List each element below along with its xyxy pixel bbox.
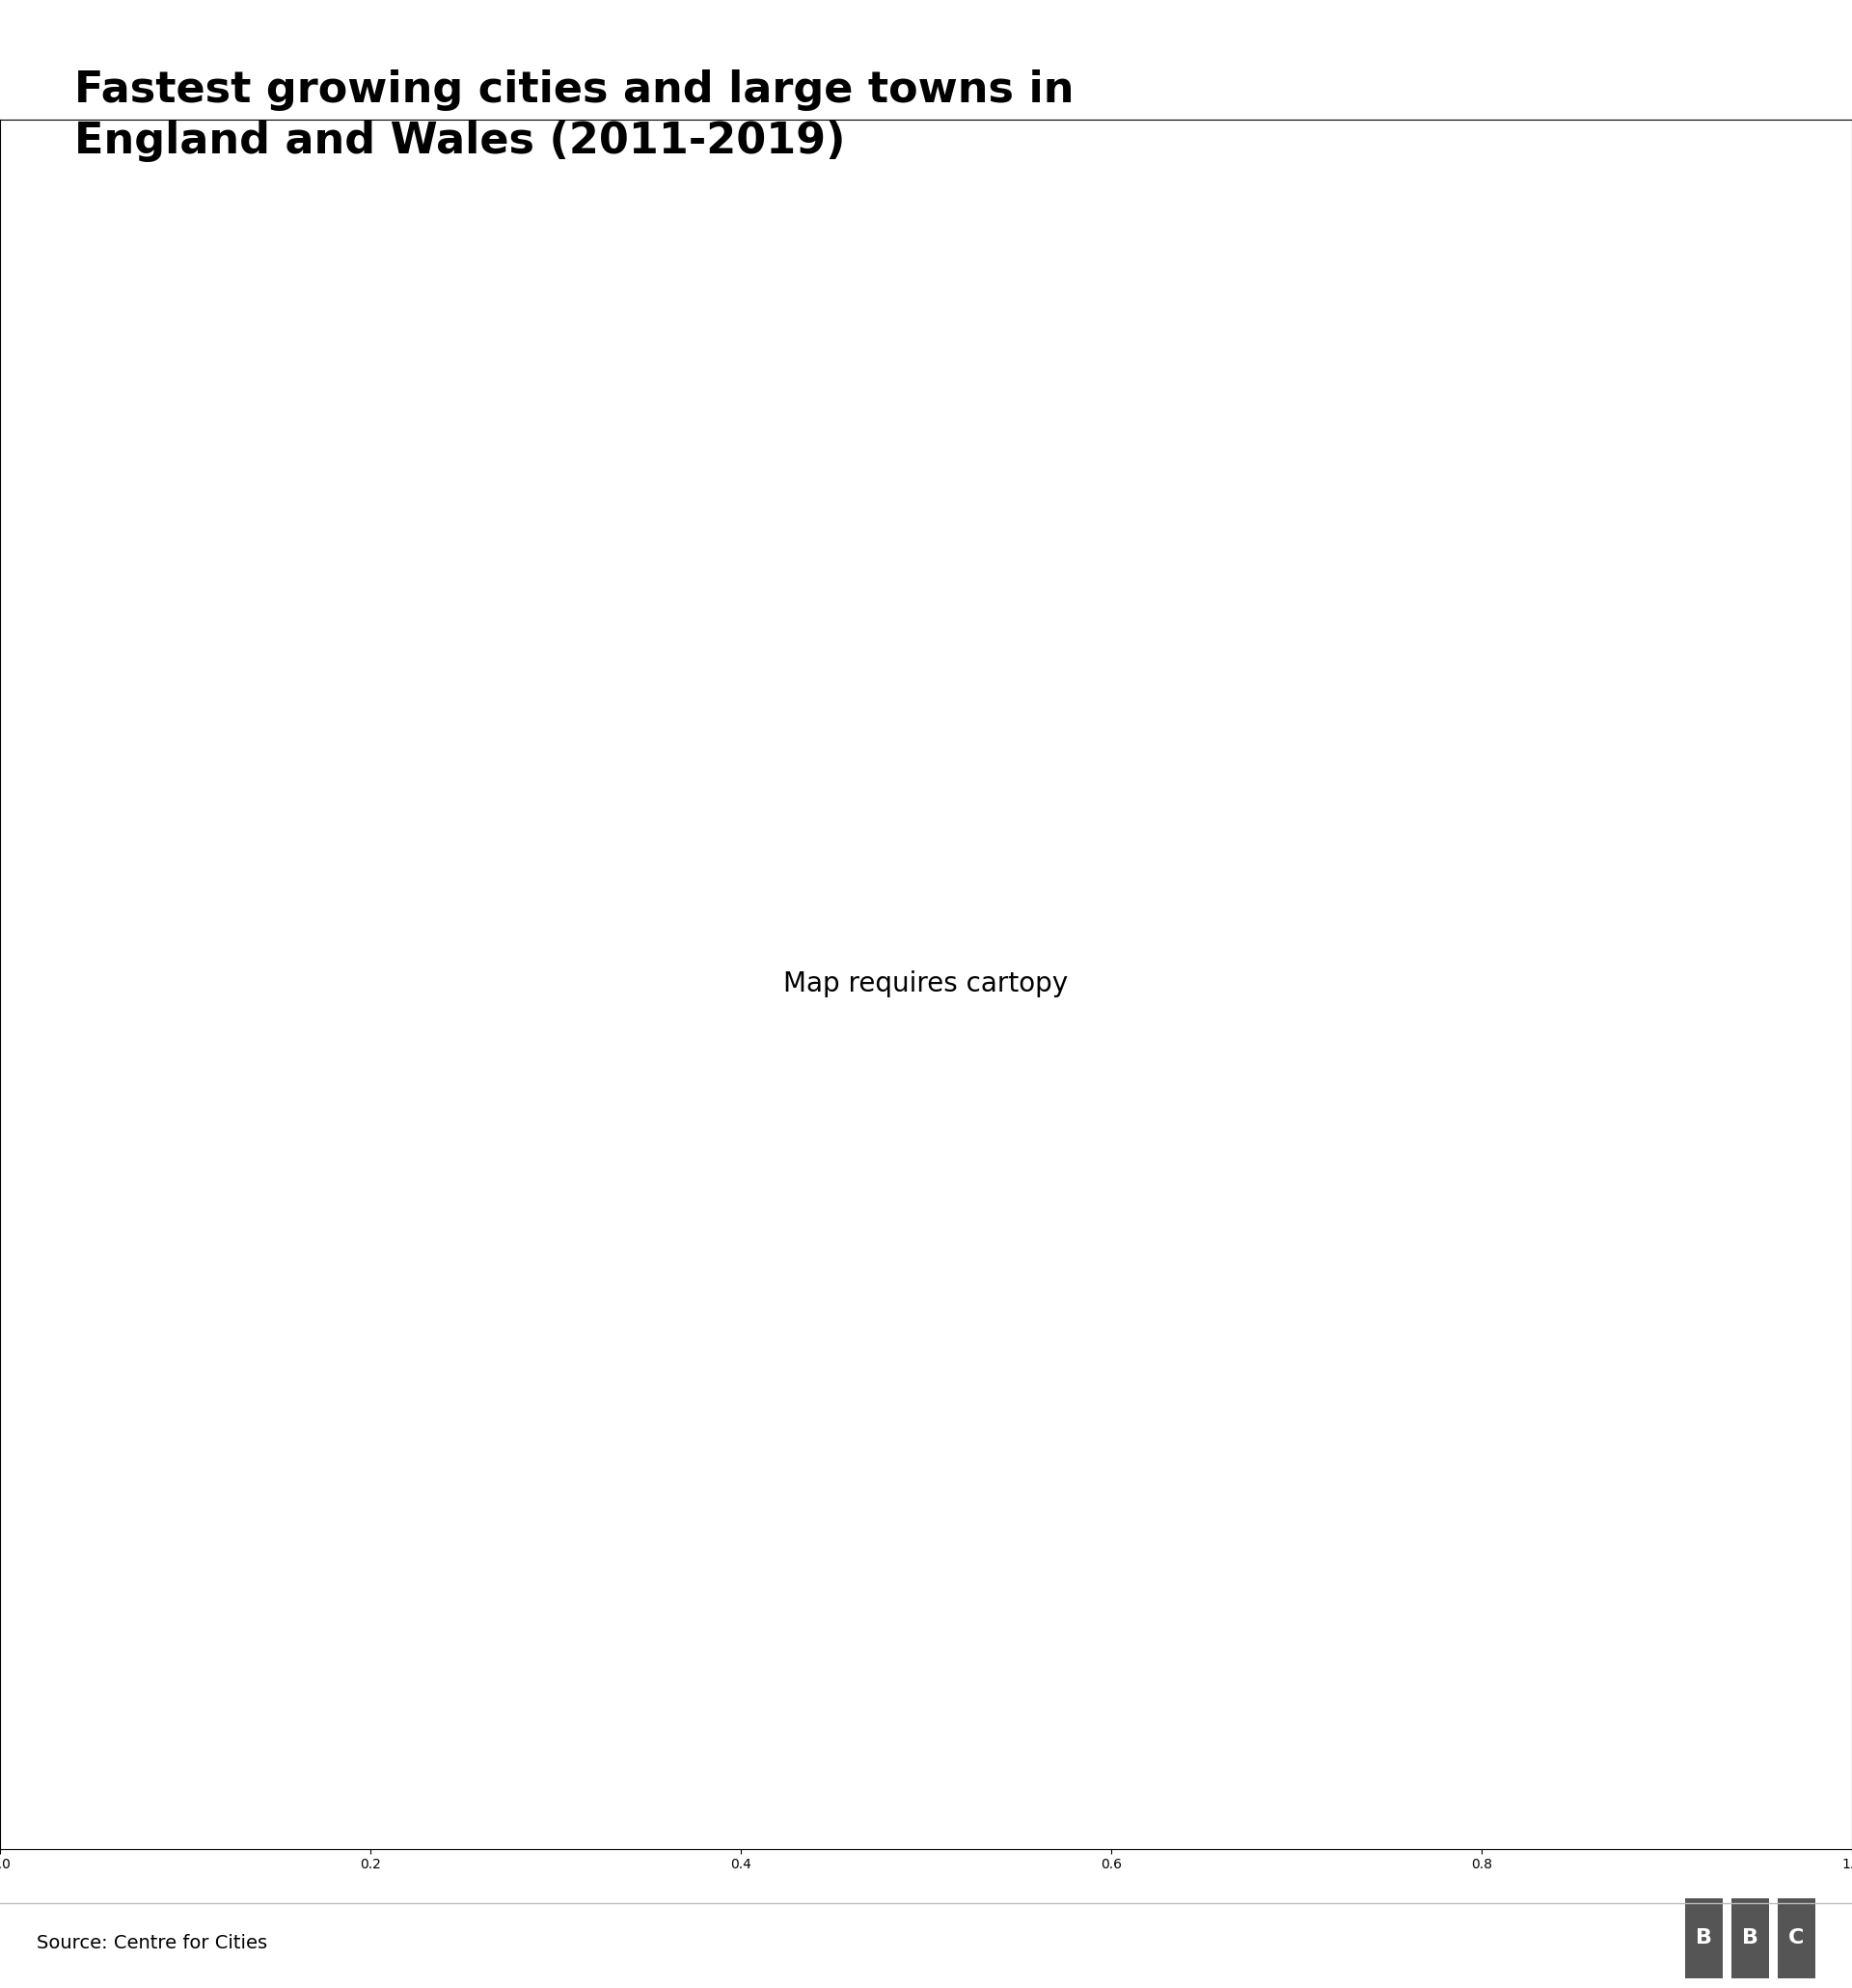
Text: Fastest growing cities and large towns in
England and Wales (2011-2019): Fastest growing cities and large towns i… [74,70,1074,163]
FancyBboxPatch shape [1685,1899,1722,1978]
Text: Source: Centre for Cities: Source: Centre for Cities [37,1934,269,1952]
FancyBboxPatch shape [1778,1899,1815,1978]
FancyBboxPatch shape [1732,1899,1769,1978]
Text: B: B [1743,1928,1758,1948]
Text: Map requires cartopy: Map requires cartopy [783,970,1069,998]
Text: C: C [1789,1928,1804,1948]
Text: B: B [1696,1928,1711,1948]
